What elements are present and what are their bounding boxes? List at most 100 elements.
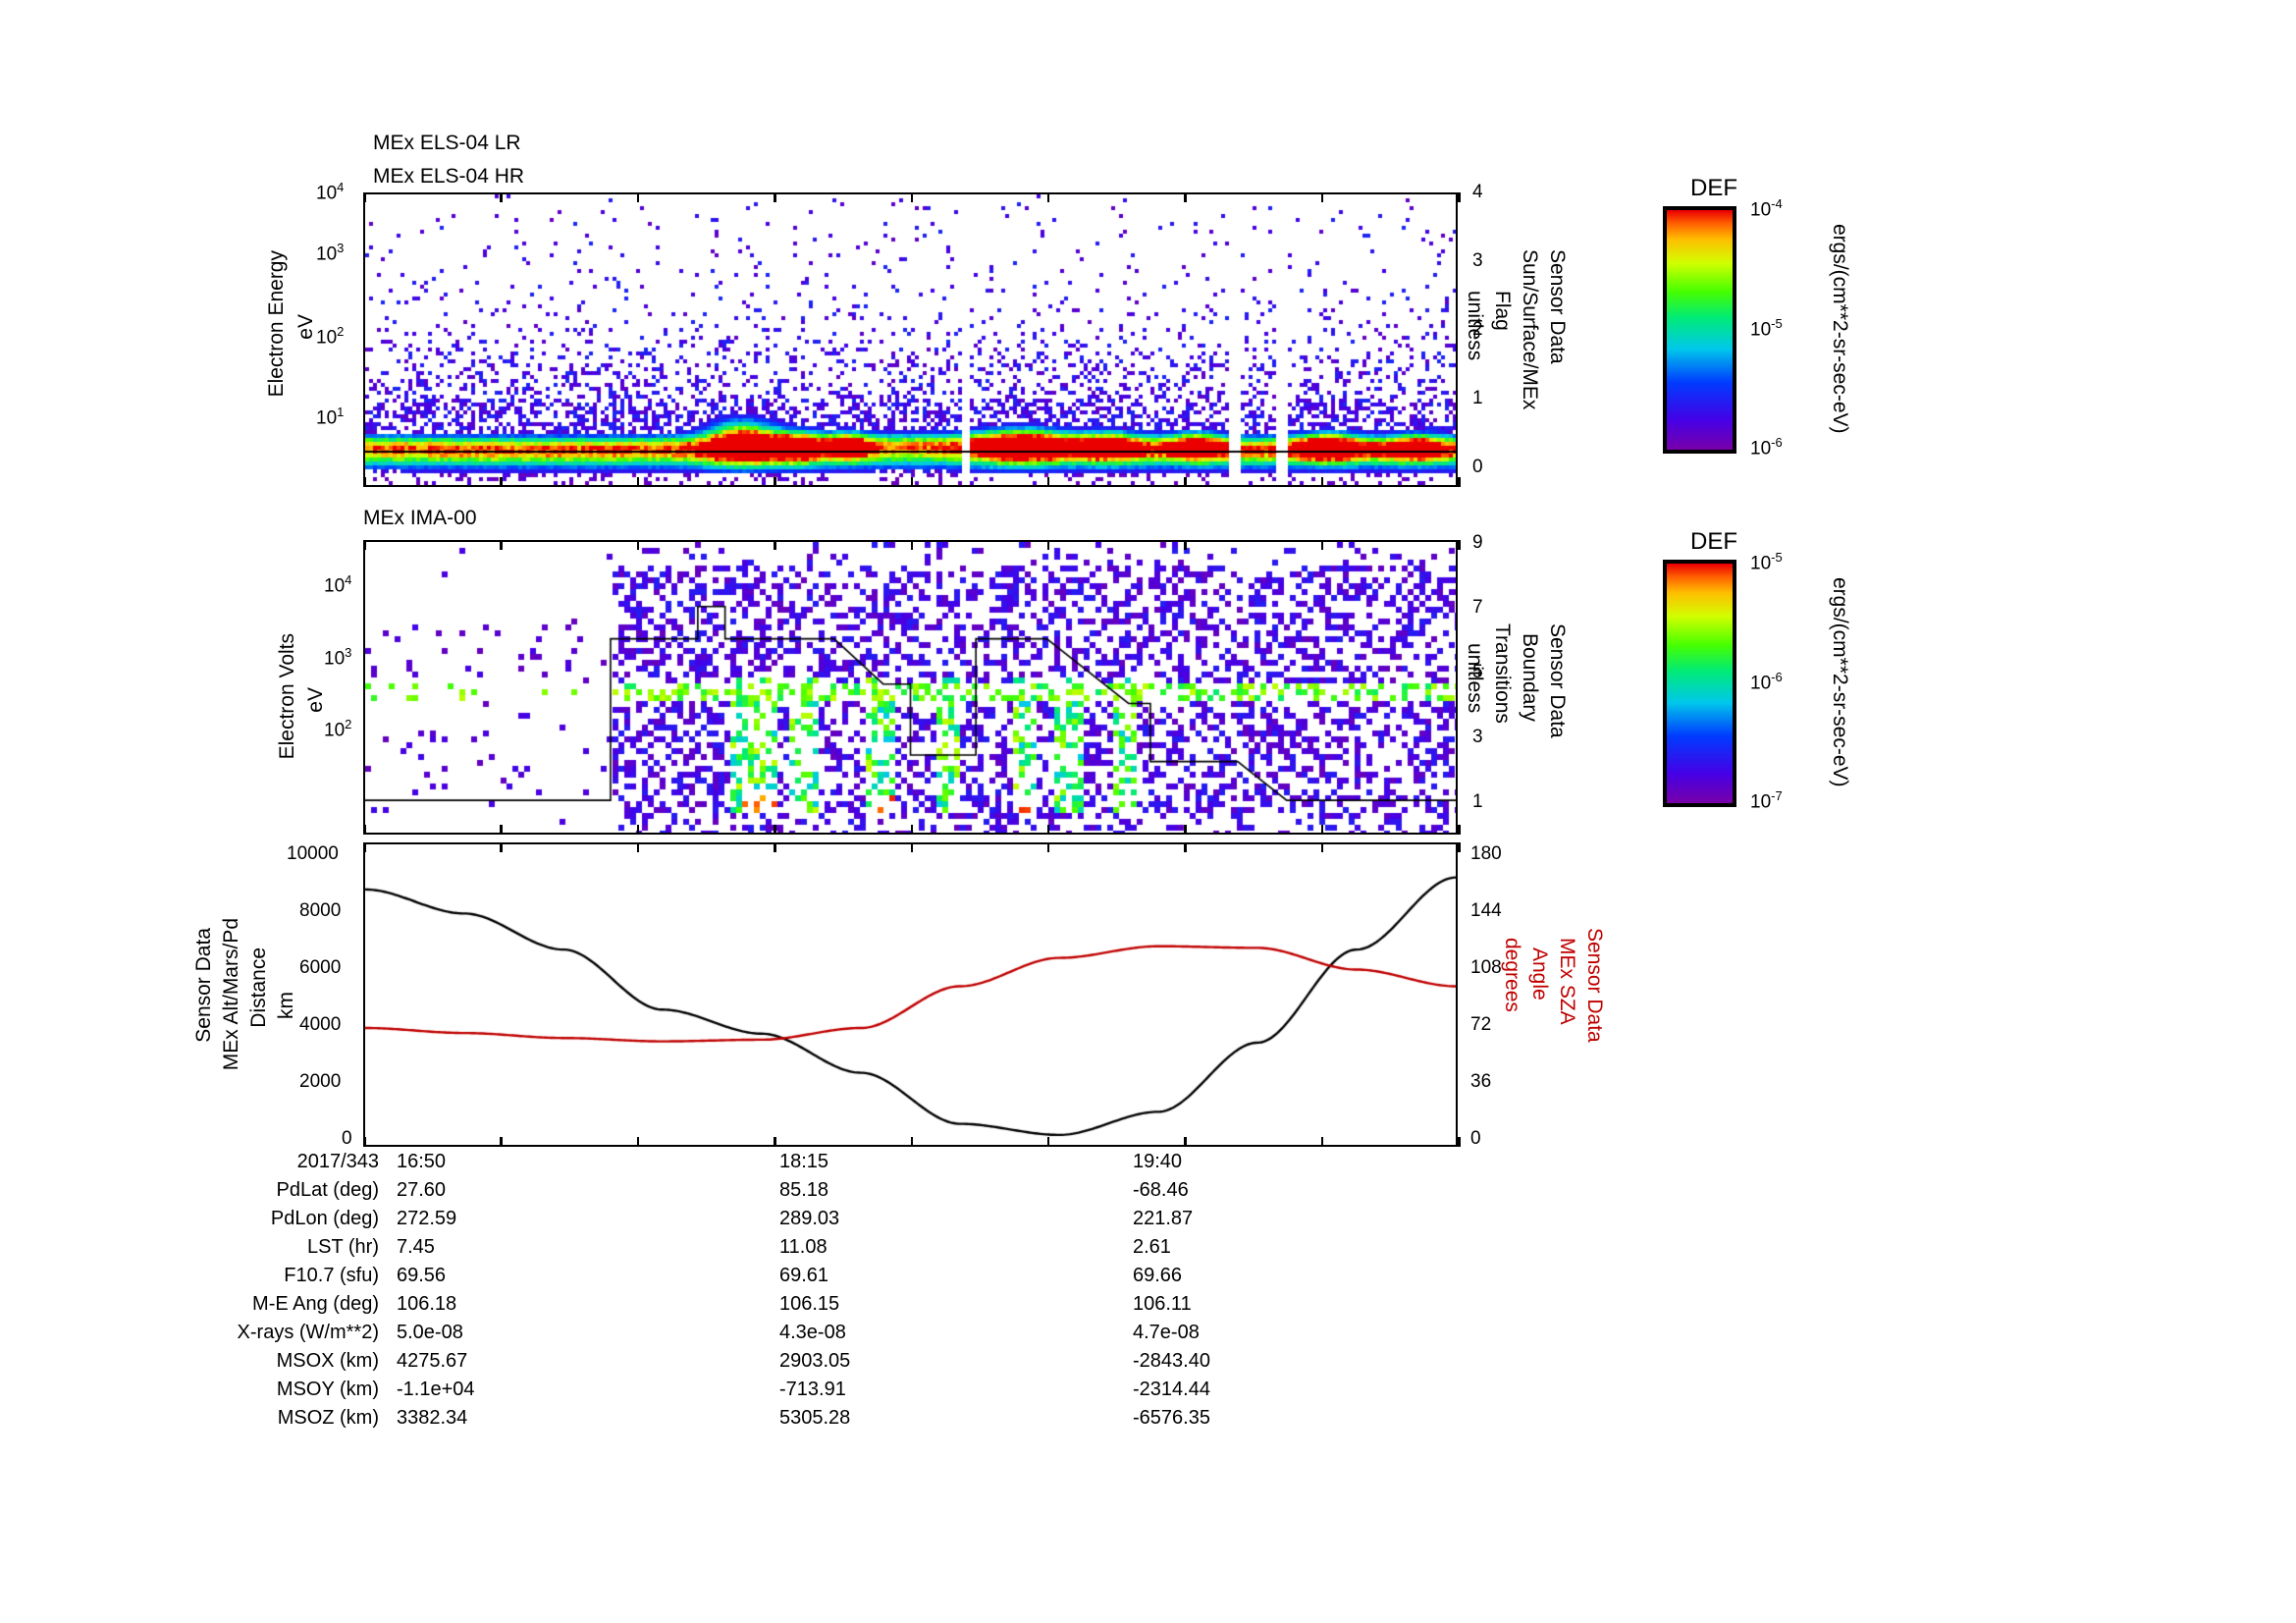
- panel2-x-tick: [1184, 540, 1187, 550]
- table-cell: 4.7e-08: [1133, 1322, 1200, 1343]
- table-cell: 3382.34: [397, 1407, 468, 1429]
- panel3-plot-area[interactable]: [363, 842, 1458, 1147]
- colorbar1-unit-label: ergs/(cm**2-sr-sec-eV): [1829, 224, 1851, 434]
- panel3-ytick-8000: 8000: [299, 900, 342, 921]
- table-date-label: 2017/343: [296, 1151, 379, 1172]
- panel2-right-label-line3: Transitions: [1491, 623, 1514, 724]
- panel3-right-label-line2: MEx SZA: [1556, 938, 1578, 1025]
- panel2-x-tick: [636, 825, 640, 835]
- panel2-x-tick: [910, 825, 913, 835]
- panel2-rtick-3: 3: [1472, 727, 1483, 747]
- panel1-x-tick: [774, 192, 776, 202]
- panel1-x-tick: [1458, 192, 1461, 202]
- table-row: MSOZ (km) 3382.34 5305.28 -6576.35: [192, 1407, 1427, 1435]
- panel3-rtick-108: 108: [1470, 957, 1502, 978]
- table-row-label: F10.7 (sfu): [284, 1265, 379, 1286]
- panel1-x-tick: [363, 477, 366, 487]
- table-cell: 69.66: [1133, 1265, 1183, 1286]
- panel1-x-tick: [363, 192, 366, 202]
- panel1-x-tick: [1320, 192, 1324, 202]
- panel1-x-tick: [774, 477, 776, 487]
- panel3-right-label-line4: degrees: [1501, 938, 1523, 1012]
- panel3-rtick-72: 72: [1470, 1014, 1492, 1035]
- table-cell: -2314.44: [1133, 1379, 1210, 1400]
- panel3-ytick-6000: 6000: [299, 957, 342, 978]
- colorbar1-gradient: [1667, 210, 1733, 450]
- table-cell: 69.56: [397, 1265, 447, 1286]
- panel1-spectrogram: [365, 194, 1456, 485]
- panel2-right-label-line2: Boundary: [1519, 633, 1541, 722]
- panel3-x-tick: [1046, 842, 1050, 852]
- table-row-label: X-rays (W/m**2): [237, 1322, 379, 1343]
- panel3-x-tick: [1184, 842, 1187, 852]
- colorbar2-tick-1e-7: 10-7: [1750, 788, 1783, 813]
- panel3-x-tick: [774, 1137, 776, 1147]
- table-cell: 106.15: [779, 1293, 840, 1315]
- panel2-x-tick: [363, 540, 366, 550]
- panel2-rtick-7: 7: [1472, 597, 1483, 618]
- table-cell: 5305.28: [779, 1407, 851, 1429]
- panel1-x-tick: [1046, 192, 1050, 202]
- table-row-label: M-E Ang (deg): [252, 1293, 379, 1315]
- panel2-x-tick: [636, 540, 640, 550]
- panel3-x-tick: [1184, 1137, 1187, 1147]
- table-row-label: MSOX (km): [276, 1350, 379, 1372]
- panel1-rtick-1: 1: [1472, 388, 1483, 408]
- table-cell: -68.46: [1133, 1179, 1189, 1201]
- colorbar1-tick-1e-5: 10-5: [1750, 316, 1783, 341]
- panel1-y-axis-unit: eV: [294, 314, 317, 340]
- panel1-right-label-line3: Flag: [1491, 291, 1514, 331]
- table-cell: 106.18: [397, 1293, 457, 1315]
- panel2-x-tick: [774, 540, 776, 550]
- table-cell: 2903.05: [779, 1350, 851, 1372]
- colorbar1-tick-1e-4: 10-4: [1750, 196, 1783, 221]
- panel3-x-tick: [910, 842, 913, 852]
- panel1-ytick-1e4: 104: [316, 180, 345, 204]
- table-cell: 4.3e-08: [779, 1322, 846, 1343]
- panel1-x-tick: [500, 192, 503, 202]
- table-cell: 106.11: [1133, 1293, 1192, 1315]
- panel3-x-tick: [636, 1137, 640, 1147]
- table-cell: 4275.67: [397, 1350, 468, 1372]
- table-cell: 11.08: [779, 1236, 828, 1258]
- panel3-ytick-0: 0: [342, 1128, 352, 1149]
- table-cell: 7.45: [397, 1236, 435, 1258]
- table-cell: 16:50: [397, 1151, 447, 1172]
- panel2-plot-area[interactable]: [363, 540, 1458, 835]
- table-row-label: LST (hr): [307, 1236, 379, 1258]
- table-row: LST (hr) 7.45 11.08 2.61: [192, 1236, 1427, 1265]
- table-row-label: PdLat (deg): [276, 1179, 379, 1201]
- panel2-y-axis-label: Electron Volts: [276, 633, 298, 760]
- table-row: F10.7 (sfu) 69.56 69.61 69.66: [192, 1265, 1427, 1293]
- panel1-right-label-line1: Sensor Data: [1546, 249, 1569, 364]
- panel1-x-tick: [910, 477, 913, 487]
- table-row-label: MSOY (km): [276, 1379, 379, 1400]
- panel3-ytick-10000: 10000: [287, 843, 339, 864]
- panel2-x-tick: [774, 825, 776, 835]
- panel2-right-label-line4: unitless: [1464, 643, 1486, 714]
- panel1-x-tick: [500, 477, 503, 487]
- table-cell: -6576.35: [1133, 1407, 1210, 1429]
- panel1-plot-area[interactable]: [363, 192, 1458, 487]
- panel2-ytick-1e3: 103: [324, 645, 352, 670]
- panel2-x-tick: [1320, 540, 1324, 550]
- table-cell: 272.59: [397, 1208, 457, 1229]
- table-row: PdLon (deg) 272.59 289.03 221.87: [192, 1208, 1427, 1236]
- colorbar2: [1663, 560, 1736, 807]
- table-cell: -713.91: [779, 1379, 846, 1400]
- table-row-label: MSOZ (km): [277, 1407, 379, 1429]
- panel1-x-tick: [636, 192, 640, 202]
- panel2-x-tick: [1458, 825, 1461, 835]
- table-cell: 2.61: [1133, 1236, 1171, 1258]
- table-row-label: PdLon (deg): [270, 1208, 379, 1229]
- panel3-ytick-4000: 4000: [299, 1014, 342, 1035]
- table-row: M-E Ang (deg) 106.18 106.15 106.11: [192, 1293, 1427, 1322]
- panel2-x-tick: [1458, 540, 1461, 550]
- panel2-x-tick: [500, 825, 503, 835]
- panel1-x-tick: [1320, 477, 1324, 487]
- panel1-ytick-1e1: 101: [316, 405, 345, 429]
- panel3-rtick-180: 180: [1470, 843, 1502, 864]
- panel1-x-tick: [1458, 477, 1461, 487]
- table-cell: 18:15: [779, 1151, 829, 1172]
- table-cell: 289.03: [779, 1208, 840, 1229]
